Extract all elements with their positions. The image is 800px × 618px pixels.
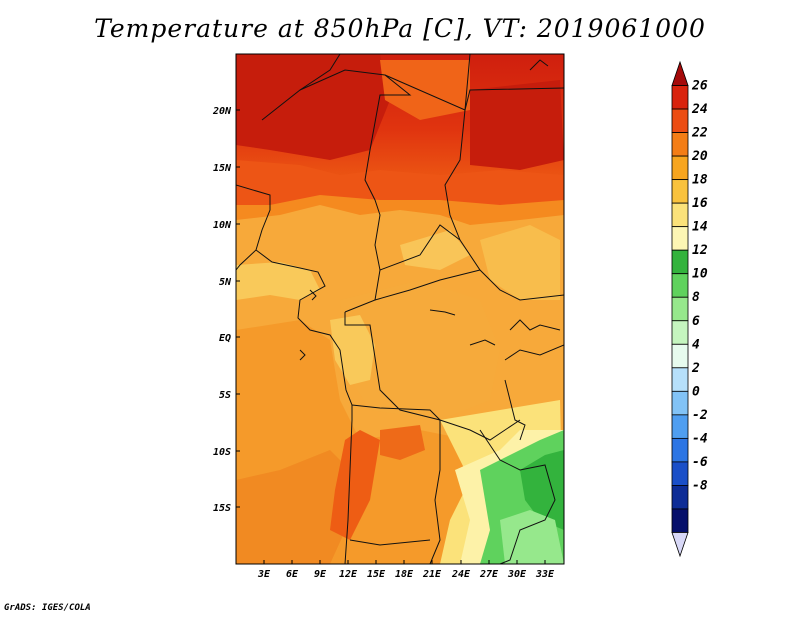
color-bar-segment — [671, 226, 689, 251]
color-bar-label: 22 — [691, 126, 708, 141]
color-bar-segment — [671, 390, 689, 416]
lat-label: 15N — [213, 163, 232, 174]
map-title: Temperature at 850hPa [C], VT: 201906100… — [94, 14, 706, 43]
color-bar-label: -4 — [692, 431, 708, 446]
color-bar-segment — [671, 132, 689, 157]
color-bar-label: -6 — [692, 455, 708, 470]
lat-label: 15S — [213, 503, 231, 514]
color-bar-label: 14 — [692, 220, 708, 235]
lon-label: 24E — [451, 569, 471, 580]
color-bar-legend — [671, 60, 689, 558]
lat-label: EQ — [219, 333, 231, 344]
lat-label: 5S — [219, 390, 231, 401]
color-bar-segment — [671, 155, 689, 181]
color-bar-label: 18 — [692, 173, 708, 188]
color-bar-segment — [671, 320, 689, 345]
color-bar-label: 6 — [692, 314, 700, 329]
color-bar-segment — [671, 202, 689, 228]
country-borders — [236, 54, 564, 564]
color-bar-label: 16 — [692, 196, 708, 211]
lon-ticks — [263, 560, 546, 564]
lon-label: 30E — [507, 569, 527, 580]
color-bar-label: 12 — [692, 243, 708, 258]
color-bar-label: 4 — [692, 337, 700, 352]
lon-label: 21E — [422, 569, 442, 580]
lon-label: 6E — [286, 569, 299, 580]
color-bar-segment — [671, 437, 689, 463]
color-bar-label: 26 — [691, 79, 708, 94]
lat-ticks — [236, 109, 240, 508]
lat-label: 5N — [219, 277, 232, 288]
lon-label: 15E — [367, 569, 386, 580]
temperature-field — [236, 54, 564, 564]
color-bar-segment — [671, 60, 689, 86]
color-bar-segment — [671, 273, 689, 298]
color-bar-segment — [671, 343, 689, 369]
lon-axis: 3E 6E 9E 12E 15E 18E 21E 24E 27E 30E 33E — [257, 569, 555, 580]
lat-label: 20N — [212, 106, 232, 117]
color-bar-label: 0 — [692, 384, 700, 399]
lon-label: 27E — [479, 569, 499, 580]
color-bar-segment — [671, 108, 689, 133]
lon-label: 33E — [535, 569, 555, 580]
lon-label: 3E — [257, 569, 271, 580]
lat-axis: 20N 15N 10N 5N EQ 5S 10S 15S — [212, 106, 232, 514]
color-bar-label: 20 — [691, 149, 708, 164]
lat-label: 10S — [213, 447, 231, 458]
color-bar-label: 24 — [691, 102, 708, 117]
color-bar-label: 2 — [691, 361, 700, 376]
color-bar-segment — [671, 485, 689, 510]
color-bar-label: -8 — [692, 478, 708, 493]
map-frame — [235, 53, 565, 565]
color-bar-segment — [671, 85, 689, 110]
lon-label: 18E — [395, 569, 414, 580]
color-bar-segment — [671, 296, 689, 322]
color-bar-segment — [671, 367, 689, 392]
lat-label: 10N — [213, 220, 232, 231]
lon-label: 12E — [339, 569, 358, 580]
color-bar-segment — [671, 508, 689, 533]
color-bar-segment — [671, 249, 689, 275]
color-bar-segment — [671, 414, 689, 439]
color-bar-label: 10 — [692, 267, 708, 282]
color-bar-segment — [671, 179, 689, 204]
color-bar-segment — [671, 461, 689, 486]
color-bar-label: 8 — [692, 290, 700, 305]
grads-credit: GrADS: IGES/COLA — [4, 603, 91, 613]
lon-label: 9E — [314, 569, 327, 580]
color-bar-segment — [671, 532, 689, 558]
color-bar-label: -2 — [692, 408, 708, 423]
